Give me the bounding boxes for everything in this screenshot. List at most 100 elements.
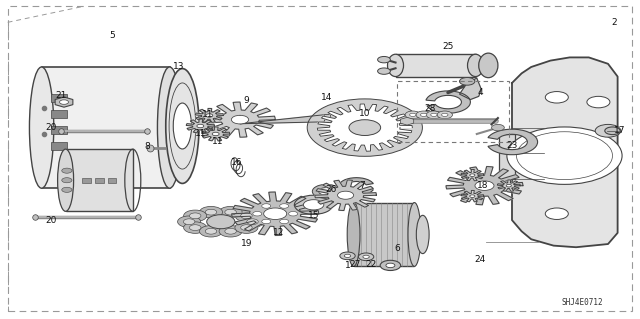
Circle shape [545, 92, 568, 103]
Bar [51, 142, 67, 150]
Circle shape [416, 111, 431, 119]
Circle shape [232, 115, 248, 124]
Circle shape [264, 208, 287, 219]
Text: 25: 25 [442, 42, 454, 51]
Polygon shape [205, 102, 275, 137]
Bar [397, 81, 509, 142]
Ellipse shape [416, 215, 429, 254]
Text: 23: 23 [506, 141, 518, 150]
Circle shape [349, 120, 381, 136]
Circle shape [212, 132, 219, 136]
Text: 13: 13 [173, 63, 185, 71]
Text: 19: 19 [241, 239, 252, 248]
Circle shape [280, 219, 289, 224]
Circle shape [219, 206, 242, 218]
Circle shape [437, 111, 452, 119]
Circle shape [307, 99, 422, 156]
Circle shape [545, 208, 568, 219]
Text: 24: 24 [474, 256, 486, 264]
Circle shape [420, 113, 427, 116]
Circle shape [62, 187, 72, 192]
Circle shape [294, 195, 333, 214]
Circle shape [289, 211, 298, 216]
Text: 6: 6 [394, 244, 399, 253]
Polygon shape [460, 78, 481, 100]
Polygon shape [240, 115, 330, 124]
Text: 26: 26 [326, 185, 337, 194]
Circle shape [253, 211, 262, 216]
Circle shape [340, 252, 355, 260]
Text: 22: 22 [365, 260, 377, 269]
Circle shape [363, 255, 369, 258]
Text: 11: 11 [202, 110, 214, 119]
Circle shape [262, 219, 271, 224]
Ellipse shape [58, 149, 74, 211]
Circle shape [184, 210, 207, 221]
Bar [82, 178, 91, 183]
Circle shape [184, 219, 195, 225]
Text: 7: 7 [359, 181, 364, 189]
Text: 4: 4 [477, 88, 483, 97]
Circle shape [235, 222, 258, 234]
Circle shape [470, 174, 475, 176]
Circle shape [62, 178, 72, 183]
Bar [108, 178, 116, 183]
Circle shape [358, 253, 374, 261]
Circle shape [460, 78, 475, 85]
Circle shape [241, 213, 252, 219]
Text: 28: 28 [424, 104, 436, 113]
Ellipse shape [467, 54, 484, 77]
Circle shape [205, 228, 217, 234]
Circle shape [60, 100, 68, 104]
Circle shape [205, 209, 217, 215]
Circle shape [431, 113, 437, 116]
Circle shape [587, 96, 610, 108]
Circle shape [475, 181, 494, 190]
Circle shape [197, 124, 204, 128]
Text: 14: 14 [321, 93, 332, 102]
Ellipse shape [408, 203, 421, 266]
Ellipse shape [388, 54, 404, 77]
Text: SHJ4E0712: SHJ4E0712 [561, 298, 604, 307]
Wedge shape [426, 91, 470, 113]
Polygon shape [315, 180, 376, 211]
Circle shape [62, 168, 72, 173]
Text: 18: 18 [477, 181, 489, 189]
Text: 12: 12 [273, 228, 284, 237]
Circle shape [380, 260, 401, 271]
Polygon shape [497, 180, 520, 191]
Circle shape [506, 184, 511, 187]
Circle shape [605, 127, 620, 135]
Ellipse shape [166, 69, 199, 183]
Circle shape [178, 216, 201, 227]
Circle shape [344, 254, 351, 257]
Polygon shape [446, 167, 523, 205]
Circle shape [442, 113, 448, 116]
Text: 11: 11 [195, 130, 206, 138]
Circle shape [303, 200, 324, 210]
Circle shape [235, 210, 258, 221]
Text: 1: 1 [345, 261, 350, 270]
Polygon shape [232, 192, 319, 235]
Ellipse shape [348, 203, 360, 266]
Circle shape [206, 114, 212, 117]
Circle shape [225, 209, 236, 215]
Circle shape [378, 56, 390, 63]
Bar [51, 126, 67, 134]
Circle shape [200, 206, 223, 218]
Text: 20: 20 [45, 216, 57, 225]
Polygon shape [461, 190, 484, 202]
Text: 20: 20 [45, 123, 57, 132]
Circle shape [280, 204, 289, 208]
Text: 2: 2 [612, 18, 617, 27]
Text: 16: 16 [231, 158, 243, 167]
Wedge shape [339, 178, 373, 196]
Text: 5: 5 [109, 31, 115, 40]
Circle shape [207, 215, 235, 229]
Text: 15: 15 [308, 211, 319, 220]
Bar [396, 54, 476, 77]
Text: 10: 10 [359, 109, 371, 118]
Bar [51, 94, 67, 102]
Bar [324, 114, 330, 122]
Circle shape [426, 111, 442, 119]
